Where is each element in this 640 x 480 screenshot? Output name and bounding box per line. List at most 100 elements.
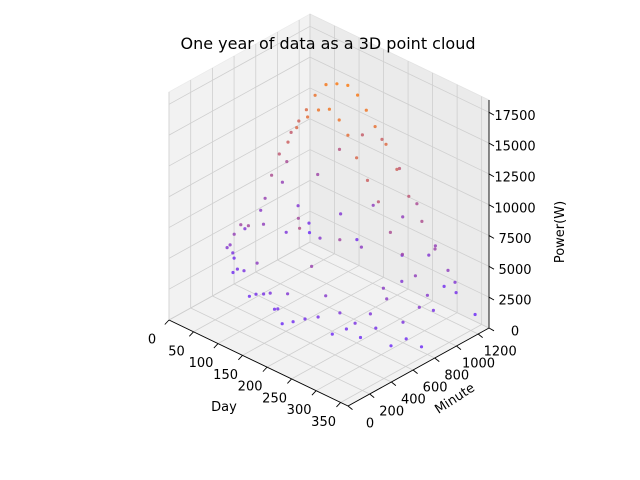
y-tick-mark — [369, 393, 375, 398]
data-point — [374, 326, 378, 330]
chart-title: One year of data as a 3D point cloud — [181, 34, 476, 53]
x-tick-label: 200 — [238, 380, 263, 395]
x-tick-mark — [311, 390, 317, 396]
data-point — [407, 194, 411, 198]
data-point — [380, 137, 384, 141]
z-tick-label: 7500 — [498, 232, 531, 247]
data-point — [289, 130, 293, 134]
data-point — [417, 305, 421, 309]
grid-line-x — [242, 276, 384, 356]
data-point — [339, 212, 343, 216]
y-tick-label: 400 — [401, 393, 426, 408]
grid-line-z — [168, 241, 311, 321]
data-point — [356, 93, 360, 97]
data-point — [324, 83, 328, 87]
z-tick-label: 5000 — [498, 263, 531, 278]
z-tick-mark — [488, 327, 495, 332]
data-point — [365, 178, 370, 182]
data-point — [395, 167, 399, 171]
x-axis-label: Day — [211, 400, 237, 415]
data-point — [346, 133, 350, 137]
z-tick-mark — [488, 296, 495, 301]
data-point — [327, 107, 331, 111]
grid-line-z — [309, 87, 490, 175]
data-point — [263, 196, 267, 200]
z-tick-mark — [488, 111, 495, 116]
data-point — [346, 83, 350, 87]
data-point — [285, 160, 289, 164]
data-point — [295, 126, 299, 130]
data-point — [355, 156, 359, 160]
y-tick-mark — [434, 357, 440, 362]
data-point — [373, 125, 377, 129]
grid-line-z — [309, 210, 490, 298]
data-point — [316, 172, 320, 177]
grid-line-x — [340, 324, 482, 403]
x-tick-mark — [238, 355, 243, 361]
data-point — [246, 224, 250, 228]
data-point — [313, 93, 317, 97]
data-point — [247, 294, 251, 298]
data-point — [376, 200, 380, 204]
grid-line-z — [168, 25, 311, 105]
z-tick-mark — [488, 235, 495, 239]
y-axis-line — [347, 327, 490, 407]
data-point — [231, 251, 235, 255]
data-point — [284, 230, 288, 234]
data-point — [228, 243, 232, 247]
x-tick-mark — [262, 366, 268, 372]
data-point — [359, 245, 363, 249]
data-point — [286, 140, 290, 144]
data-point — [454, 291, 458, 295]
x-tick-mark — [188, 331, 194, 337]
data-point — [446, 268, 450, 272]
data-point — [473, 312, 477, 317]
grid-line-z — [168, 180, 311, 259]
data-point — [400, 252, 404, 256]
x-tick-label: 100 — [189, 356, 214, 371]
grid-line-x — [266, 288, 409, 368]
data-point — [404, 337, 408, 341]
y-tick-mark — [477, 333, 483, 338]
grid-line-z — [309, 118, 490, 206]
data-point — [307, 221, 311, 225]
x-tick-mark — [213, 343, 219, 349]
grid-line-z — [309, 149, 490, 236]
data-point — [276, 307, 280, 311]
data-point — [310, 264, 314, 268]
data-point — [433, 247, 437, 251]
data-point — [255, 261, 259, 265]
data-point — [298, 226, 302, 230]
z-axis-label: Power(W) — [553, 201, 568, 263]
grid-line-y — [190, 307, 370, 395]
axis-lines — [168, 100, 490, 407]
data-point — [401, 215, 405, 219]
data-point — [304, 108, 308, 112]
data-point — [368, 312, 372, 316]
grid-line-y — [277, 259, 457, 347]
point-cloud — [225, 82, 477, 349]
grid-line-x — [291, 300, 433, 380]
grid-line-z — [309, 180, 490, 267]
data-point — [360, 133, 364, 137]
data-point — [318, 236, 322, 240]
grid-line-y — [255, 271, 435, 359]
data-point — [277, 152, 281, 156]
data-point — [262, 292, 266, 296]
data-point — [225, 246, 229, 250]
x-tick-mark — [287, 378, 292, 384]
data-point — [261, 222, 266, 226]
data-point — [419, 345, 424, 349]
data-point — [413, 274, 417, 278]
data-point — [385, 297, 389, 301]
data-point — [235, 267, 239, 271]
data-point — [232, 256, 236, 260]
data-point — [259, 208, 263, 212]
grid-line-y — [298, 247, 479, 335]
z-tick-mark — [488, 142, 495, 147]
data-point — [272, 307, 277, 311]
grid-line-z — [168, 87, 311, 167]
data-point — [280, 322, 284, 326]
data-point — [344, 327, 348, 331]
data-point — [243, 227, 247, 231]
